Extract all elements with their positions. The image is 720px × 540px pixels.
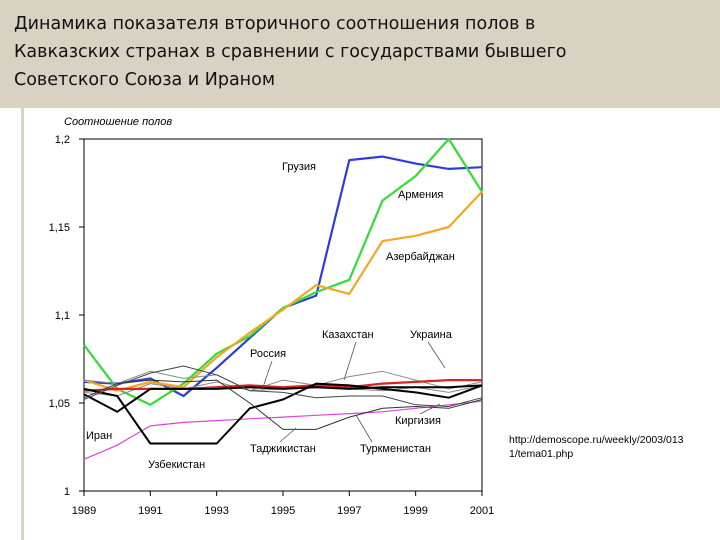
series-line-украина [83, 370, 483, 392]
annotation-казахстан: Казахстан [322, 329, 374, 341]
annotation-украина: Украина [410, 329, 453, 341]
y-tick-label-1-1: 1,1 [55, 310, 70, 322]
title-band [0, 0, 720, 108]
x-tick-label-2001: 2001 [470, 505, 494, 517]
y-axis-label: Соотношение полов [64, 116, 172, 128]
slide-title: Динамика показателя вторичного соотношен… [14, 10, 694, 94]
slide-title-line-2: Кавказских странах в сравнении с государ… [14, 42, 567, 62]
slide-title-line-3: Советского Союза и Ираном [14, 70, 276, 90]
series-line-туркменистан [83, 365, 483, 407]
left-strip [0, 108, 24, 540]
x-tick-label-1995: 1995 [271, 505, 295, 517]
series-line-узбекистан [83, 382, 483, 445]
annotation-leader-киргизия [419, 403, 441, 415]
series-line-иран [83, 384, 483, 413]
y-tick-label-1-15: 1,15 [49, 222, 70, 234]
annotation-азербайджан: Азербайджан [386, 251, 455, 263]
x-tick-label-1991: 1991 [138, 505, 162, 517]
series-line-киргизия [83, 400, 483, 460]
y-tick-label-1-05: 1,05 [49, 398, 70, 410]
series-line-армения [83, 137, 483, 406]
slide-title-line-1: Динамика показателя вторичного соотношен… [14, 14, 536, 34]
annotation-leader-таджикистан [279, 427, 297, 443]
x-tick-label-1989: 1989 [72, 505, 96, 517]
annotation-россия: Россия [250, 348, 286, 360]
x-tick-label-1997: 1997 [337, 505, 361, 517]
source-line-2: 1/tema01.php [509, 448, 574, 460]
annotation-leader-россия [261, 360, 273, 391]
source-note: http://demoscope.ru/weekly/2003/013 1/te… [509, 433, 715, 461]
annotation-армения: Армения [398, 189, 443, 201]
source-line-1: http://demoscope.ru/weekly/2003/013 [509, 434, 684, 446]
y-tick-label-1: 1 [64, 486, 70, 498]
y-tick-label-1-2: 1,2 [55, 134, 70, 146]
annotation-туркменистан: Туркменистан [360, 443, 431, 455]
x-tick-label-1993: 1993 [204, 505, 228, 517]
series-line-азербайджан [83, 191, 483, 392]
series-line-таджикистан [83, 379, 483, 430]
annotation-киргизия: Киргизия [395, 415, 441, 427]
annotation-узбекистан: Узбекистан [148, 459, 205, 471]
annotation-таджикистан: Таджикистан [250, 443, 316, 455]
annotation-грузия: Грузия [282, 161, 316, 173]
annotation-leader-казахстан [343, 341, 357, 381]
annotation-leader-туркменистан [355, 414, 373, 443]
annotation-leader-украина [427, 341, 446, 369]
x-tick-label-1999: 1999 [403, 505, 427, 517]
annotation-иран: Иран [86, 430, 112, 442]
